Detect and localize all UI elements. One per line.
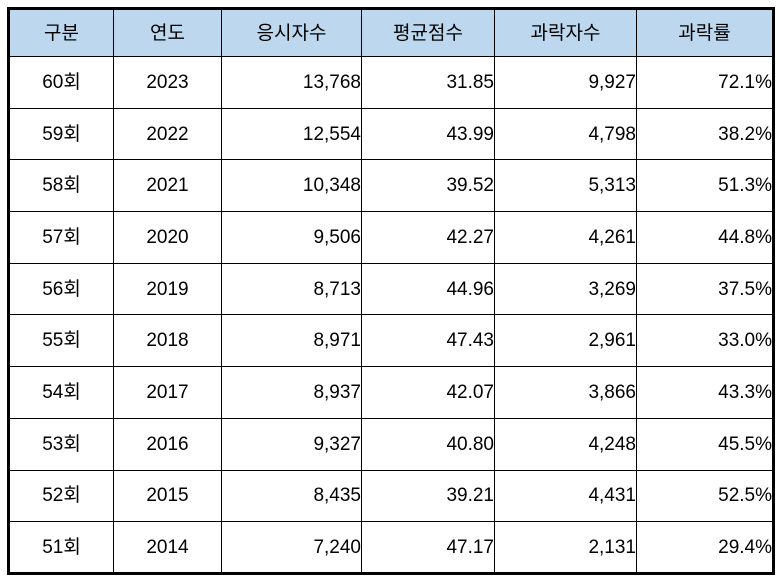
- table-cell: 8,435: [221, 469, 362, 523]
- table-cell: 52회: [8, 469, 114, 523]
- table-cell: 29.4%: [636, 521, 774, 574]
- table-cell: 12,554: [221, 107, 362, 161]
- table-row: 52회 2015 8,435 39.21 4,431 52.5%: [8, 469, 774, 523]
- table-row: 51회 2014 7,240 47.17 2,131 29.4%: [8, 521, 774, 574]
- table-cell: 56회: [8, 262, 114, 316]
- table-cell: 42.27: [361, 211, 495, 264]
- table-cell: 13,768: [221, 56, 362, 109]
- table-cell: 2016: [113, 417, 222, 471]
- table-cell: 39.21: [361, 469, 495, 523]
- table-cell: 4,798: [494, 107, 637, 161]
- header-cell-applicants: 응시자수: [221, 8, 362, 57]
- table-row: 57회 2020 9,506 42.27 4,261 44.8%: [8, 211, 774, 264]
- table-row: 59회 2022 12,554 43.99 4,798 38.2%: [8, 107, 774, 161]
- table-cell: 9,506: [221, 211, 362, 264]
- table-cell: 40.80: [361, 417, 495, 471]
- table-cell: 2015: [113, 469, 222, 523]
- table-cell: 2017: [113, 366, 222, 419]
- table-cell: 51.3%: [636, 159, 774, 213]
- header-cell-category: 구분: [8, 8, 114, 57]
- header-row: 구분 연도 응시자수 평균점수 과락자수 과락률: [8, 8, 774, 57]
- table-cell: 42.07: [361, 366, 495, 419]
- table-cell: 7,240: [221, 521, 362, 574]
- table-cell: 43.99: [361, 107, 495, 161]
- table-cell: 3,269: [494, 262, 637, 316]
- table-cell: 55회: [8, 314, 114, 368]
- table-cell: 53회: [8, 417, 114, 471]
- header-cell-failure-rate: 과락률: [636, 8, 774, 57]
- table-cell: 47.43: [361, 314, 495, 368]
- table-cell: 39.52: [361, 159, 495, 213]
- table-cell: 59회: [8, 107, 114, 161]
- table-cell: 4,261: [494, 211, 637, 264]
- table-cell: 4,248: [494, 417, 637, 471]
- table-cell: 2020: [113, 211, 222, 264]
- table-row: 56회 2019 8,713 44.96 3,269 37.5%: [8, 262, 774, 316]
- table-cell: 51회: [8, 521, 114, 574]
- table-cell: 8,971: [221, 314, 362, 368]
- table-cell: 60회: [8, 56, 114, 109]
- header-cell-failures: 과락자수: [494, 8, 637, 57]
- table-cell: 2021: [113, 159, 222, 213]
- table-cell: 2,961: [494, 314, 637, 368]
- table-cell: 5,313: [494, 159, 637, 213]
- exam-statistics-table: 구분 연도 응시자수 평균점수 과락자수 과락률 60회 2023 13,768 31…: [7, 7, 775, 575]
- table-row: 54회 2017 8,937 42.07 3,866 43.3%: [8, 366, 774, 419]
- table-cell: 2,131: [494, 521, 637, 574]
- table-cell: 2019: [113, 262, 222, 316]
- table-cell: 45.5%: [636, 417, 774, 471]
- table-body: 60회 2023 13,768 31.85 9,927 72.1% 59회 2022 12,55…: [8, 56, 774, 574]
- table-cell: 72.1%: [636, 56, 774, 109]
- table-cell: 43.3%: [636, 366, 774, 419]
- table-cell: 31.85: [361, 56, 495, 109]
- table-cell: 3,866: [494, 366, 637, 419]
- table-cell: 10,348: [221, 159, 362, 213]
- table-cell: 2014: [113, 521, 222, 574]
- table-row: 53회 2016 9,327 40.80 4,248 45.5%: [8, 417, 774, 471]
- table-cell: 44.96: [361, 262, 495, 316]
- table-cell: 2023: [113, 56, 222, 109]
- table-cell: 2018: [113, 314, 222, 368]
- table-cell: 54회: [8, 366, 114, 419]
- table-row: 58회 2021 10,348 39.52 5,313 51.3%: [8, 159, 774, 213]
- header-cell-average-score: 평균점수: [361, 8, 495, 57]
- table-row: 55회 2018 8,971 47.43 2,961 33.0%: [8, 314, 774, 368]
- table-cell: 37.5%: [636, 262, 774, 316]
- table-cell: 4,431: [494, 469, 637, 523]
- table-cell: 8,937: [221, 366, 362, 419]
- table-cell: 52.5%: [636, 469, 774, 523]
- table-cell: 9,327: [221, 417, 362, 471]
- table-cell: 57회: [8, 211, 114, 264]
- table-cell: 44.8%: [636, 211, 774, 264]
- table-cell: 9,927: [494, 56, 637, 109]
- table-cell: 33.0%: [636, 314, 774, 368]
- table-cell: 58회: [8, 159, 114, 213]
- table-cell: 8,713: [221, 262, 362, 316]
- table-cell: 47.17: [361, 521, 495, 574]
- table-row: 60회 2023 13,768 31.85 9,927 72.1%: [8, 56, 774, 109]
- table-cell: 38.2%: [636, 107, 774, 161]
- header-cell-year: 연도: [113, 8, 222, 57]
- table-cell: 2022: [113, 107, 222, 161]
